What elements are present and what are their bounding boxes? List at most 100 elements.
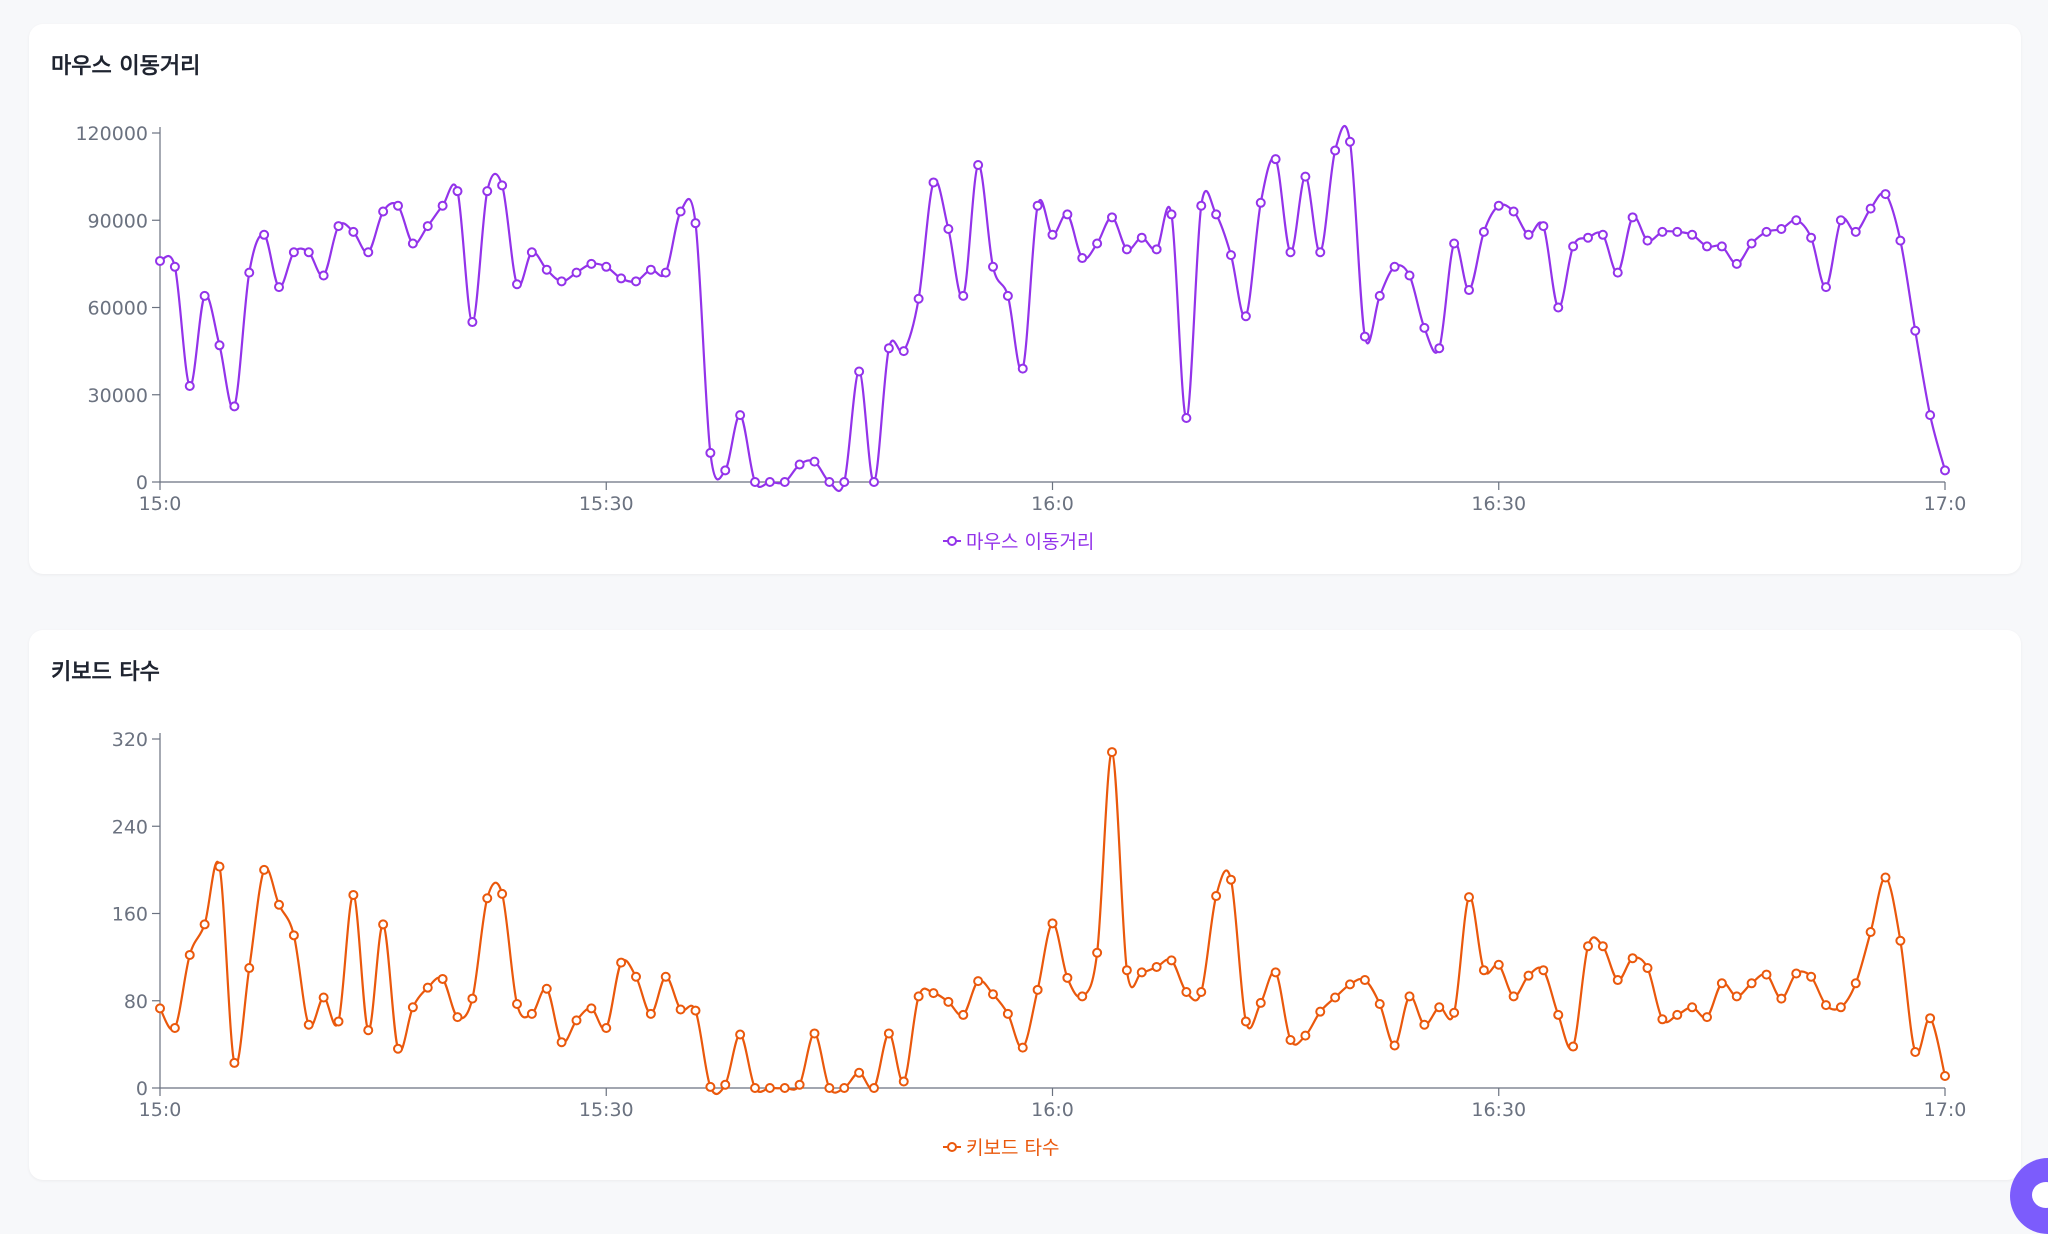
data-point[interactable] <box>928 177 939 188</box>
data-point[interactable] <box>1002 1008 1013 1019</box>
data-point[interactable] <box>1196 200 1207 211</box>
data-point[interactable] <box>288 930 299 941</box>
data-point[interactable] <box>616 957 627 968</box>
data-point[interactable] <box>1151 961 1162 972</box>
data-point[interactable] <box>467 993 478 1004</box>
data-point[interactable] <box>1047 229 1058 240</box>
data-point[interactable] <box>1702 1012 1712 1023</box>
data-point[interactable] <box>1895 935 1906 946</box>
data-point[interactable] <box>288 247 299 258</box>
data-point[interactable] <box>1568 241 1579 252</box>
legend-label[interactable]: 마우스 이동거리 <box>966 531 1094 553</box>
data-point[interactable] <box>1449 238 1460 249</box>
data-point[interactable] <box>437 200 448 211</box>
data-point[interactable] <box>1672 1009 1683 1020</box>
data-point[interactable] <box>764 477 775 487</box>
data-point[interactable] <box>1553 302 1564 313</box>
data-point[interactable] <box>1821 282 1831 293</box>
data-point[interactable] <box>1374 290 1385 301</box>
data-point[interactable] <box>497 888 508 899</box>
data-point[interactable] <box>512 279 522 290</box>
data-point[interactable] <box>1716 241 1727 252</box>
data-point[interactable] <box>1434 1002 1445 1013</box>
data-point[interactable] <box>1880 189 1891 200</box>
data-point[interactable] <box>601 1023 612 1034</box>
data-point[interactable] <box>839 477 850 487</box>
data-point[interactable] <box>214 340 225 351</box>
data-point[interactable] <box>794 1079 805 1090</box>
data-point[interactable] <box>1240 1016 1251 1027</box>
data-point[interactable] <box>973 976 984 987</box>
data-point[interactable] <box>1523 970 1534 981</box>
data-point[interactable] <box>526 247 537 258</box>
data-point[interactable] <box>1270 967 1281 978</box>
data-point[interactable] <box>1315 1006 1326 1017</box>
data-point[interactable] <box>735 410 746 421</box>
data-point[interactable] <box>1136 232 1147 243</box>
data-point[interactable] <box>883 1028 894 1039</box>
data-point[interactable] <box>1077 253 1088 264</box>
data-point[interactable] <box>928 988 939 999</box>
data-point[interactable] <box>705 447 716 458</box>
data-point[interactable] <box>1627 953 1638 964</box>
data-point[interactable] <box>1017 363 1028 374</box>
data-point[interactable] <box>913 991 924 1002</box>
data-point[interactable] <box>1181 413 1192 424</box>
data-point[interactable] <box>407 238 418 249</box>
data-point[interactable] <box>1032 984 1043 995</box>
data-point[interactable] <box>1315 247 1326 258</box>
data-point[interactable] <box>333 221 344 232</box>
data-point[interactable] <box>1716 978 1727 989</box>
data-point[interactable] <box>1478 965 1489 976</box>
data-point[interactable] <box>660 267 671 278</box>
data-point[interactable] <box>452 186 463 197</box>
data-point[interactable] <box>1806 971 1817 982</box>
data-point[interactable] <box>1523 229 1534 240</box>
data-point[interactable] <box>1449 1007 1460 1018</box>
data-point[interactable] <box>1374 999 1385 1010</box>
data-point[interactable] <box>318 270 329 281</box>
data-point[interactable] <box>1657 226 1668 237</box>
data-point[interactable] <box>556 1037 567 1048</box>
data-point[interactable] <box>1493 200 1504 211</box>
data-point[interactable] <box>586 1003 597 1014</box>
data-point[interactable] <box>363 1025 374 1036</box>
data-point[interactable] <box>1612 267 1623 278</box>
legend-label[interactable]: 키보드 타수 <box>966 1137 1059 1159</box>
data-point[interactable] <box>1255 997 1266 1008</box>
data-point[interactable] <box>943 223 954 234</box>
data-point[interactable] <box>1508 991 1519 1002</box>
data-point[interactable] <box>1508 206 1519 217</box>
data-point[interactable] <box>1404 270 1415 281</box>
data-point[interactable] <box>1121 965 1132 976</box>
data-point[interactable] <box>735 1029 746 1040</box>
data-point[interactable] <box>1895 235 1906 246</box>
data-point[interactable] <box>512 999 522 1010</box>
data-point[interactable] <box>869 477 879 487</box>
data-point[interactable] <box>1002 290 1013 301</box>
data-point[interactable] <box>779 477 790 487</box>
data-point[interactable] <box>1359 331 1370 342</box>
data-point[interactable] <box>779 1083 790 1093</box>
data-point[interactable] <box>169 1023 180 1034</box>
data-point[interactable] <box>1092 947 1103 958</box>
data-point[interactable] <box>660 971 671 982</box>
data-point[interactable] <box>155 1003 165 1014</box>
data-point[interactable] <box>824 1083 835 1093</box>
data-point[interactable] <box>616 273 627 284</box>
data-point[interactable] <box>1493 959 1504 970</box>
data-point[interactable] <box>1583 941 1593 952</box>
data-point[interactable] <box>437 973 448 984</box>
data-point[interactable] <box>1121 244 1132 255</box>
data-point[interactable] <box>1300 171 1311 182</box>
data-point[interactable] <box>1434 343 1445 354</box>
data-point[interactable] <box>645 1008 656 1019</box>
data-point[interactable] <box>155 255 165 266</box>
data-point[interactable] <box>1925 1013 1936 1024</box>
data-point[interactable] <box>244 267 255 278</box>
data-point[interactable] <box>586 258 597 269</box>
data-point[interactable] <box>1062 209 1073 220</box>
data-point[interactable] <box>1330 992 1341 1003</box>
data-point[interactable] <box>764 1083 775 1093</box>
data-point[interactable] <box>1806 232 1817 243</box>
